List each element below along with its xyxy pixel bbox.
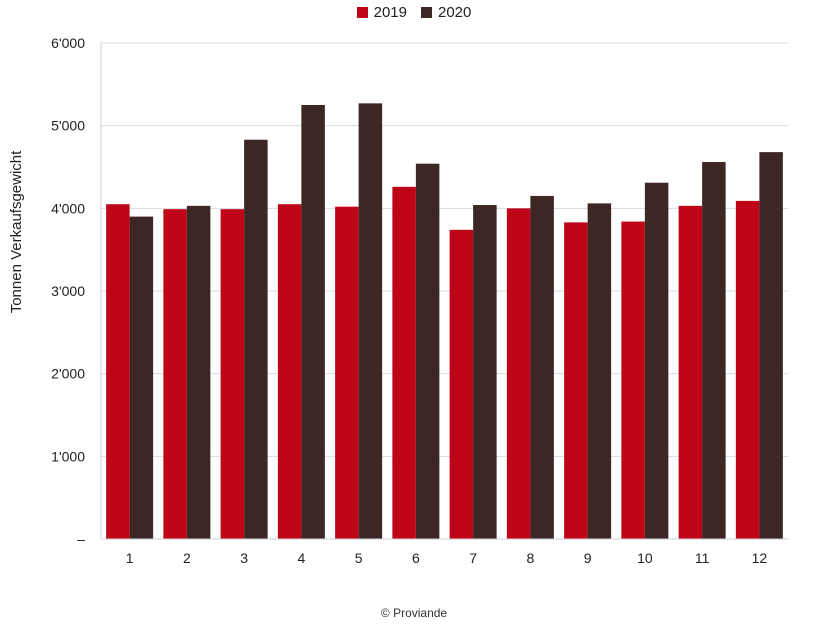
x-tick-label-3: 3 — [240, 550, 248, 566]
x-tick-label-9: 9 — [584, 550, 592, 566]
bar-2019-12 — [735, 200, 760, 540]
credit-text: © Proviande — [380, 606, 448, 620]
bar-2020-3 — [244, 139, 268, 539]
legend-swatch-2020 — [421, 7, 432, 18]
bar-2019-2 — [163, 209, 187, 539]
x-tick-label-10: 10 — [637, 550, 653, 566]
bar-2020-10 — [644, 182, 669, 539]
gridlines — [101, 42, 788, 457]
bar-2019-6 — [392, 186, 416, 539]
x-tick-label-11: 11 — [695, 550, 710, 566]
y-tick-label-2: 2'000 — [51, 366, 85, 382]
x-tick-label-4: 4 — [297, 550, 305, 566]
y-tick-label-0: – — [77, 531, 85, 547]
y-tick-label-1: 1'000 — [51, 448, 85, 464]
x-tick-label-2: 2 — [183, 550, 191, 566]
x-tick-label-6: 6 — [412, 550, 420, 566]
y-axis-title: Tonnen Verkaufsgewicht — [8, 150, 25, 313]
x-tick-label-12: 12 — [752, 550, 768, 566]
bar-2019-1 — [106, 204, 130, 539]
bar-2019-9 — [564, 222, 588, 540]
bar-2019-4 — [277, 204, 302, 539]
legend-label-2019: 2019 — [373, 4, 407, 21]
bar-2020-7 — [473, 205, 497, 539]
bar-2020-1 — [129, 216, 154, 539]
x-tick-label-8: 8 — [526, 550, 534, 566]
x-tick-label-7: 7 — [469, 550, 477, 566]
bar-2020-8 — [530, 195, 554, 539]
legend-swatch-2019 — [356, 7, 368, 18]
x-tick-label-5: 5 — [355, 550, 363, 566]
y-tick-label-3: 3'000 — [51, 283, 85, 299]
bar-2019-7 — [449, 229, 474, 539]
bar-2019-8 — [506, 208, 531, 540]
y-tick-label-6: 6'000 — [51, 35, 85, 51]
bar-2020-9 — [587, 203, 612, 539]
bar-2020-4 — [301, 105, 325, 539]
bars — [106, 103, 783, 540]
x-tick-label-1: 1 — [126, 550, 134, 566]
bar-2019-11 — [678, 205, 703, 539]
bar-2020-2 — [186, 205, 211, 539]
legend-item-2019: 2019 — [356, 4, 407, 21]
bar-2019-10 — [621, 221, 645, 539]
y-tick-label-5: 5'000 — [51, 118, 85, 134]
bar-2019-3 — [220, 209, 245, 539]
legend-item-2020: 2020 — [421, 4, 471, 21]
legend: 2019 2020 — [0, 4, 828, 21]
bar-2020-11 — [702, 162, 726, 540]
legend-label-2020: 2020 — [438, 4, 472, 21]
bar-2020-5 — [358, 103, 383, 539]
bar-2020-12 — [759, 152, 783, 539]
bar-2020-6 — [415, 163, 440, 539]
bar-2019-5 — [335, 206, 359, 539]
y-tick-label-4: 4'000 — [51, 200, 85, 216]
